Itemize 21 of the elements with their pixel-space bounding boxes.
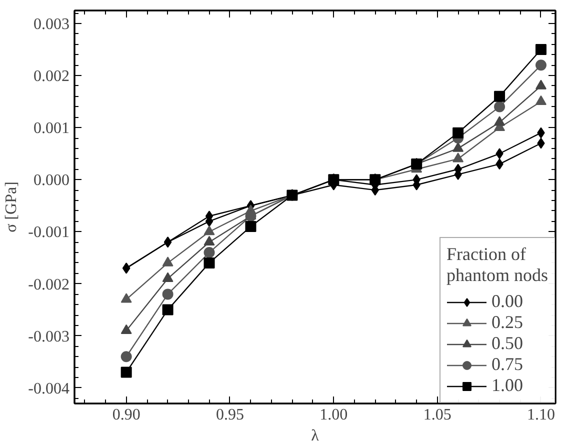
x-axis-title: λ	[311, 428, 320, 444]
y-tick-label: -0.002	[28, 276, 70, 294]
y-tick-label: 0.001	[34, 120, 70, 138]
y-tick-label: -0.004	[28, 380, 70, 398]
legend-label: 0.00	[492, 291, 523, 312]
x-tick-label: 1.00	[320, 406, 348, 424]
y-tick-label: -0.001	[28, 224, 70, 242]
legend-label: 0.50	[492, 333, 523, 354]
x-tick-label: 0.90	[112, 406, 140, 424]
legend-label: 1.00	[492, 375, 523, 396]
legend-title: Fraction of phantom nods	[446, 244, 548, 286]
x-tick-label: 1.05	[423, 406, 452, 424]
y-tick-label: 0.000	[34, 172, 70, 190]
legend-label: 0.25	[492, 312, 523, 333]
y-axis-title: σ [GPa]	[3, 182, 20, 232]
x-tick-label: 1.10	[526, 406, 555, 424]
y-tick-label: 0.002	[34, 68, 70, 86]
y-tick-label: 0.003	[34, 16, 70, 34]
legend-label: 0.75	[492, 354, 523, 375]
y-tick-label: -0.003	[28, 328, 70, 346]
x-tick-label: 0.95	[216, 406, 244, 424]
